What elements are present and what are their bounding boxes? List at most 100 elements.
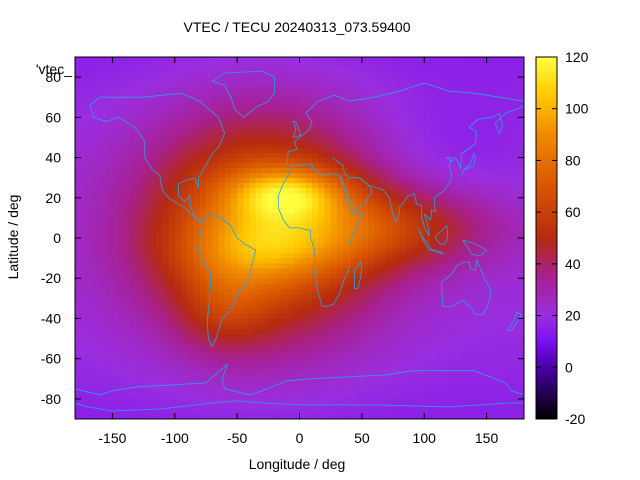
heatmap-cell <box>436 263 444 269</box>
heatmap-cell <box>255 82 263 88</box>
heatmap-cell <box>106 363 113 370</box>
heatmap-cell <box>106 393 113 400</box>
heatmap-cell <box>461 318 469 324</box>
heatmap-cell <box>336 162 344 169</box>
heatmap-cell <box>293 207 300 214</box>
heatmap-cell <box>355 403 363 410</box>
heatmap-cell <box>218 348 226 355</box>
heatmap-cell <box>162 248 169 254</box>
heatmap-cell <box>499 72 506 78</box>
heatmap-cell <box>305 413 313 419</box>
heatmap-cell <box>212 363 219 370</box>
heatmap-cell <box>255 248 263 254</box>
heatmap-cell <box>336 263 344 269</box>
heatmap-cell <box>355 222 363 229</box>
heatmap-cell <box>274 308 282 314</box>
heatmap-cell <box>212 353 219 360</box>
heatmap-cell <box>368 72 375 78</box>
heatmap-cell <box>162 328 169 334</box>
heatmap-cell <box>380 137 388 143</box>
heatmap-cell <box>274 303 282 309</box>
heatmap-cell <box>424 293 431 299</box>
heatmap-cell <box>280 187 288 194</box>
heatmap-cell <box>417 162 425 169</box>
heatmap-cell <box>255 182 263 189</box>
heatmap-cell <box>143 378 151 385</box>
heatmap-cell <box>449 373 456 380</box>
heatmap-cell <box>336 403 344 410</box>
heatmap-cell <box>93 243 101 249</box>
heatmap-cell <box>156 258 163 264</box>
heatmap-cell <box>87 202 95 209</box>
heatmap-cell <box>318 132 325 138</box>
heatmap-cell <box>118 197 126 204</box>
heatmap-cell <box>505 318 512 324</box>
heatmap-cell <box>224 383 232 390</box>
heatmap-cell <box>187 232 194 239</box>
heatmap-cell <box>131 298 138 304</box>
heatmap-cell <box>455 308 463 314</box>
heatmap-cell <box>405 92 413 98</box>
heatmap-cell <box>255 167 263 174</box>
heatmap-cell <box>162 197 169 204</box>
heatmap-cell <box>424 318 431 324</box>
heatmap-cell <box>349 72 357 78</box>
heatmap-cell <box>149 62 157 68</box>
heatmap-cell <box>287 268 294 274</box>
heatmap-cell <box>305 122 313 128</box>
heatmap-cell <box>417 403 425 410</box>
heatmap-cell <box>280 313 288 319</box>
heatmap-cell <box>442 273 450 279</box>
heatmap-cell <box>149 363 157 370</box>
heatmap-cell <box>243 162 251 169</box>
heatmap-cell <box>411 57 419 63</box>
heatmap-cell <box>81 288 88 294</box>
heatmap-cell <box>299 172 307 179</box>
heatmap-cell <box>255 293 263 299</box>
heatmap-cell <box>118 333 126 339</box>
heatmap-cell <box>293 72 300 78</box>
heatmap-cell <box>355 273 363 279</box>
heatmap-cell <box>268 343 275 350</box>
heatmap-cell <box>305 328 313 334</box>
heatmap-cell <box>374 57 381 63</box>
heatmap-cell <box>436 273 444 279</box>
heatmap-cell <box>224 232 232 239</box>
heatmap-cell <box>162 162 169 169</box>
heatmap-cell <box>205 97 213 103</box>
heatmap-cell <box>336 232 344 239</box>
heatmap-cell <box>424 167 431 174</box>
heatmap-cell <box>505 403 512 410</box>
heatmap-cell <box>274 323 282 329</box>
heatmap-cell <box>81 107 88 113</box>
heatmap-cell <box>268 222 275 229</box>
heatmap-cell <box>299 202 307 209</box>
heatmap-cell <box>112 238 120 244</box>
heatmap-cell <box>255 298 263 304</box>
heatmap-cell <box>93 92 101 98</box>
heatmap-cell <box>318 102 325 108</box>
heatmap-cell <box>230 283 238 289</box>
heatmap-cell <box>181 413 188 419</box>
heatmap-cell <box>181 167 188 174</box>
heatmap-cell <box>124 363 132 370</box>
heatmap-cell <box>374 273 381 279</box>
heatmap-cell <box>499 273 506 279</box>
heatmap-cell <box>411 403 419 410</box>
heatmap-cell <box>343 338 350 344</box>
heatmap-cell <box>442 373 450 380</box>
heatmap-cell <box>486 318 494 324</box>
heatmap-cell <box>355 107 363 113</box>
heatmap-cell <box>480 207 487 214</box>
heatmap-cell <box>212 378 219 385</box>
heatmap-cell <box>349 107 357 113</box>
heatmap-cell <box>118 77 126 83</box>
heatmap-cell <box>442 202 450 209</box>
heatmap-cell <box>205 127 213 133</box>
heatmap-cell <box>461 192 469 199</box>
heatmap-cell <box>467 323 475 329</box>
heatmap-cell <box>343 328 350 334</box>
heatmap-cell <box>311 122 319 128</box>
heatmap-cell <box>212 57 219 63</box>
heatmap-cell <box>199 222 207 229</box>
